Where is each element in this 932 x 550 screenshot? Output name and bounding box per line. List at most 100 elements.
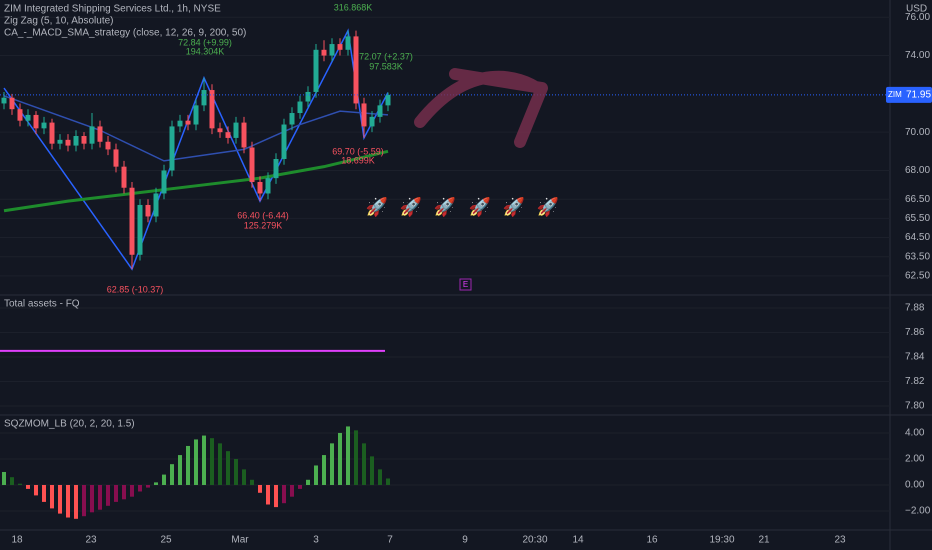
y-tick-label: 62.50 [905,270,930,281]
event-label[interactable]: E [463,280,468,289]
price-tag-value: 71.95 [906,89,931,100]
momentum-bar [162,474,166,485]
momentum-bar [282,484,286,504]
candle-body [353,36,359,104]
indicator-label: CA_-_MACD_SMA_strategy (close, 12, 26, 9… [4,28,246,39]
annotation: 97.583K [369,61,403,71]
annotation: 72.07 (+2.37) [359,51,413,61]
y-tick-label: 7.80 [905,401,925,412]
candle-body [281,124,287,159]
rocket: 🚀 [434,196,456,217]
candle-body [337,44,343,50]
candle-body [161,170,167,194]
rocket: 🚀 [400,196,422,217]
momentum-bar [218,443,222,485]
x-label: 18 [11,535,23,546]
annotation: 69.70 (-5.59) [332,146,384,156]
y-tick-label: 65.50 [905,213,930,224]
momentum-bar [266,484,270,505]
momentum-bar [186,445,190,485]
candle-body [113,149,119,167]
candle-body [9,97,15,110]
x-label: 23 [834,535,846,546]
candle-body [121,166,127,188]
candle-body [377,105,383,117]
x-label: 7 [387,535,393,546]
x-label: 19:30 [709,535,734,546]
y-tick-label: 70.00 [905,127,930,138]
candle-body [177,120,183,127]
momentum-bar [362,443,366,485]
y-tick-label: 7.82 [905,376,925,387]
annotation: 316.868K [334,2,373,12]
momentum-bar [90,484,94,513]
momentum-bar [58,484,62,514]
candle-body [1,97,7,104]
momentum-bar [122,484,126,500]
y-tick-label: 76.00 [905,12,930,23]
y-tick-label: 2.00 [905,454,925,465]
x-label: 21 [758,535,770,546]
y-tick-label: −2.00 [905,506,931,517]
candle-body [321,49,327,56]
momentum-bar [138,484,142,492]
momentum-bar [34,484,38,496]
momentum-bar [314,465,318,485]
momentum-bar [378,469,382,485]
indicator-label: Zig Zag (5, 10, Absolute) [4,16,114,27]
momentum-bar [146,484,150,488]
candle-body [257,181,263,194]
momentum-bar [2,471,6,485]
x-label: 20:30 [522,535,547,546]
candle-body [241,122,247,148]
rocket: 🚀 [366,196,388,217]
drawn-arrow [414,68,548,148]
candle-body [361,103,367,127]
candle-body [25,114,31,121]
momentum-bar [10,477,14,485]
candle-body [57,139,63,144]
candle-body [225,132,231,138]
indicator-line [3,149,389,213]
momentum-bar [50,484,54,509]
x-label: Mar [231,535,249,546]
candle-body [289,113,295,125]
y-tick-label: 4.00 [905,428,925,439]
candle-body [129,187,135,255]
momentum-bar [306,479,310,485]
candle-body [145,204,151,217]
momentum-bar [250,479,254,485]
momentum-bar [82,484,86,517]
momentum-bar [74,484,78,519]
candle-body [89,126,95,144]
x-label: 3 [313,535,319,546]
annotation: 62.85 (-10.37) [107,284,164,294]
momentum-bar [226,451,230,485]
annotation: 125.279K [244,220,283,230]
currency: USD [906,4,927,15]
candle-body [249,147,255,182]
momentum-bar [194,439,198,485]
candle-body [17,109,23,121]
y-tick-label: 66.50 [905,194,930,205]
x-label: 9 [462,535,468,546]
candle-body [265,178,271,194]
x-label: 25 [160,535,172,546]
pane-title: SQZMOM_LB (20, 2, 20, 1.5) [4,419,135,430]
candle-body [81,136,87,144]
candle-body [65,139,71,146]
momentum-bar [18,483,22,485]
symbol-title: ZIM Integrated Shipping Services Ltd., 1… [4,4,221,15]
annotation: 66.40 (-6.44) [237,210,289,220]
event-marker[interactable] [459,278,472,291]
momentum-bar [202,435,206,485]
candle-body [217,128,223,133]
rocket: 🚀 [537,196,559,217]
candle-body [41,122,47,129]
candle-body [105,141,111,150]
candle-body [297,101,303,114]
rocket: 🚀 [503,196,525,217]
candle-body [233,122,239,138]
y-tick-label: 7.88 [905,303,925,314]
